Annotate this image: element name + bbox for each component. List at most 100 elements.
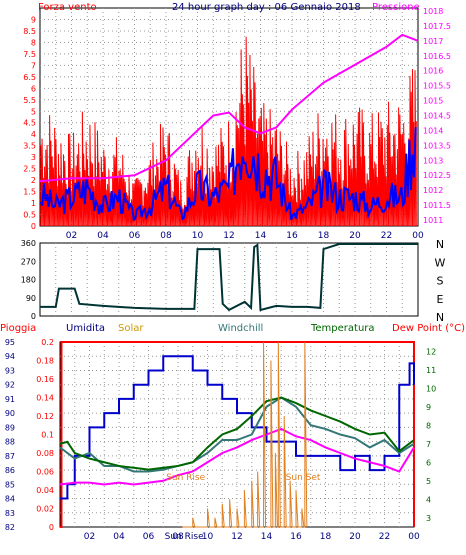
x-tick-label: 18 xyxy=(320,532,332,542)
humidity-tick-label: 93 xyxy=(5,366,15,375)
pressure-tick-label: 1018 xyxy=(423,7,443,16)
x-tick-label: 20 xyxy=(349,532,361,542)
x-tick-label: 16 xyxy=(286,231,298,241)
pressure-tick-label: 1016 xyxy=(423,67,443,76)
wind-axis-title: Forza vento xyxy=(38,2,97,13)
humidity-tick-label: 86 xyxy=(5,466,15,475)
temperature-tick-label: 8 xyxy=(426,421,431,430)
pressure-tick-label: 1016.5 xyxy=(423,52,451,61)
series-temperatura xyxy=(59,396,415,471)
compass-label: W xyxy=(435,256,446,269)
temperature-tick-label: 7 xyxy=(426,440,431,449)
x-tick-label: 22 xyxy=(379,532,390,542)
x-tick-label: Sun Rise xyxy=(165,532,204,542)
rain-tick-label: 0.12 xyxy=(36,412,54,421)
humidity-tick-label: 82 xyxy=(5,523,15,532)
chart-title: 24 hour graph day : 06 Gennaio 2018 xyxy=(172,2,361,13)
x-tick-label: 04 xyxy=(97,231,109,241)
x-tick-label: 16 xyxy=(290,532,302,542)
wind-tick-label: 9 xyxy=(31,15,36,24)
legend-item: Solar xyxy=(118,323,144,334)
temperature-tick-label: 9 xyxy=(426,403,431,412)
compass-label: E xyxy=(437,293,444,306)
humidity-tick-label: 84 xyxy=(5,495,15,504)
pressure-tick-label: 1017.5 xyxy=(423,22,451,31)
direction-tick-label: 180 xyxy=(21,276,36,285)
pressure-tick-label: 1014 xyxy=(423,126,443,135)
humidity-tick-label: 88 xyxy=(5,438,15,447)
rain-tick-label: 0.14 xyxy=(36,394,54,403)
legend-item: Dew Point (°C) xyxy=(392,323,465,334)
x-tick-label: 06 xyxy=(129,231,141,241)
rain-tick-label: 0.2 xyxy=(41,338,54,347)
x-tick-label: 00 xyxy=(408,532,420,542)
legend-item: Pioggia xyxy=(0,323,36,334)
pressure-tick-label: 1013 xyxy=(423,156,443,165)
compass-label: S xyxy=(437,275,444,288)
humidity-tick-label: 89 xyxy=(5,423,15,432)
x-tick-label: 20 xyxy=(349,231,361,241)
sunrise-annotation: Sun Rise xyxy=(166,473,205,483)
pressure-tick-label: 1011.5 xyxy=(423,201,451,210)
wind-average-series xyxy=(39,127,417,222)
wind-tick-label: 8 xyxy=(31,38,36,47)
sunset-annotation: Sun Set xyxy=(286,473,321,483)
x-tick-label: 10 xyxy=(202,532,214,542)
direction-tick-label: 360 xyxy=(21,239,36,248)
temperature-tick-label: 6 xyxy=(426,458,431,467)
legend-item: Windchill xyxy=(218,323,263,334)
wind-tick-label: 2.5 xyxy=(23,165,36,174)
humidity-tick-label: 95 xyxy=(5,338,15,347)
series-solar xyxy=(182,341,308,528)
x-tick-label: 14 xyxy=(261,532,273,542)
series-umidita xyxy=(60,355,415,500)
x-tick-label: 18 xyxy=(318,231,330,241)
temperature-tick-label: 11 xyxy=(426,366,436,375)
pressure-series xyxy=(39,33,419,183)
temperature-tick-label: 10 xyxy=(426,384,436,393)
wind-tick-label: 4.5 xyxy=(23,119,36,128)
rain-tick-label: 0.02 xyxy=(36,505,54,514)
direction-tick-label: 90 xyxy=(26,294,36,303)
x-tick-label: 02 xyxy=(84,532,95,542)
temperature-tick-label: 4 xyxy=(426,495,431,504)
x-tick-label: 00 xyxy=(412,231,424,241)
humidity-tick-label: 91 xyxy=(5,395,15,404)
rain-tick-label: 0.16 xyxy=(36,375,54,384)
temperature-tick-label: 3 xyxy=(426,514,431,523)
wind-tick-label: 0 xyxy=(31,222,36,231)
series-dew-point-c xyxy=(59,427,415,486)
wind-tick-label: 1 xyxy=(31,199,36,208)
x-tick-label: 04 xyxy=(113,532,125,542)
wind-tick-label: 7 xyxy=(31,61,36,70)
direction-tick-label: 270 xyxy=(21,257,36,266)
x-tick-label: 22 xyxy=(381,231,392,241)
humidity-tick-label: 85 xyxy=(5,480,15,489)
wind-tick-label: 6 xyxy=(31,84,36,93)
humidity-tick-label: 83 xyxy=(5,509,15,518)
wind-direction-series xyxy=(40,243,418,312)
wind-tick-label: 4 xyxy=(31,130,36,139)
x-tick-label: 08 xyxy=(160,231,172,241)
series-pioggia xyxy=(60,341,415,528)
rain-tick-label: 0.04 xyxy=(36,486,54,495)
temperature-tick-label: 12 xyxy=(426,347,436,356)
rain-tick-label: 0.06 xyxy=(36,468,54,477)
rain-tick-label: 0.08 xyxy=(36,449,54,458)
x-tick-label: 02 xyxy=(66,231,77,241)
pressure-tick-label: 1015 xyxy=(423,97,443,106)
pressure-axis-title: Pressione xyxy=(372,2,420,13)
wind-tick-label: 2 xyxy=(31,176,36,185)
temperature-tick-label: 5 xyxy=(426,477,431,486)
pressure-tick-label: 1013.5 xyxy=(423,141,451,150)
x-tick-label: 08 xyxy=(172,532,184,542)
humidity-tick-label: 94 xyxy=(5,352,15,361)
wind-tick-label: 5 xyxy=(31,107,36,116)
wind-tick-label: 8.5 xyxy=(23,27,36,36)
wind-tick-label: 3.5 xyxy=(23,142,36,151)
x-tick-label: 12 xyxy=(223,231,234,241)
rain-tick-label: 0 xyxy=(49,523,54,532)
compass-label: N xyxy=(436,238,444,251)
pressure-tick-label: 1014.5 xyxy=(423,112,451,121)
